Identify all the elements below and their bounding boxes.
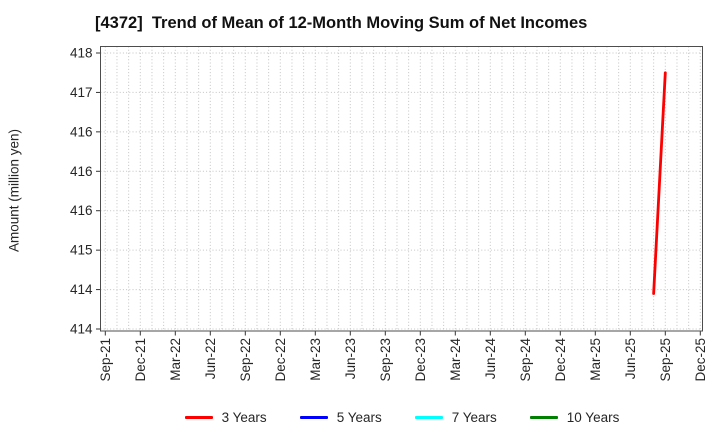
- y-tick-label: 418: [70, 46, 93, 61]
- legend-line-swatch: [184, 416, 213, 419]
- y-tick-label: 416: [70, 164, 93, 179]
- x-tick-label: Mar-23: [308, 338, 323, 381]
- y-tick-label: 415: [70, 243, 93, 258]
- series-lines: [652, 71, 667, 295]
- chart-title: [4372] Trend of Mean of 12-Month Moving …: [95, 14, 588, 32]
- x-tick-label: Sep-22: [238, 338, 253, 382]
- x-tick-label: Sep-21: [98, 338, 113, 382]
- legend-line-swatch: [414, 416, 443, 419]
- x-tick-label: Jun-22: [203, 338, 218, 379]
- x-tick-label: Mar-25: [588, 338, 603, 381]
- legend-item-10-years: 10 Years: [529, 410, 620, 425]
- x-tick-label: Mar-22: [168, 338, 183, 381]
- legend-label: 5 Years: [336, 410, 382, 425]
- legend-label: 10 Years: [566, 410, 620, 425]
- x-tick-label: Mar-24: [448, 338, 463, 381]
- x-tick-label: Sep-25: [658, 338, 673, 382]
- y-tick-label: 416: [70, 124, 93, 139]
- legend-line-swatch: [299, 416, 328, 419]
- series-line-3-years: [652, 71, 667, 295]
- x-tick-label: Jun-25: [623, 338, 638, 379]
- x-tick-label: Dec-23: [413, 338, 428, 382]
- x-tick-label: Dec-22: [273, 338, 288, 382]
- plot-border: [100, 46, 703, 332]
- legend: 3 Years 5 Years 7 Years 10 Years: [82, 410, 720, 425]
- legend-line-swatch: [529, 416, 558, 419]
- y-tick-label: 417: [70, 85, 93, 100]
- legend-item-3-years: 3 Years: [184, 410, 267, 425]
- x-tick-labels: Sep-21 Dec-21 Mar-22 Jun-22 Sep-22 Dec-22 Mar-…: [98, 331, 708, 382]
- x-tick-label: Dec-21: [133, 338, 148, 382]
- y-tick-label: 416: [70, 203, 93, 218]
- x-gridlines: [104, 46, 701, 331]
- legend-item-5-years: 5 Years: [299, 410, 382, 425]
- x-tick-label: Jun-23: [343, 338, 358, 379]
- x-tick-label: Dec-24: [553, 338, 568, 382]
- y-tick-label: 414: [70, 322, 93, 337]
- legend-label: 7 Years: [451, 410, 497, 425]
- y-tick-labels: 418 417 416 416 416 415 414 414: [70, 46, 101, 337]
- x-tick-label: Dec-25: [693, 338, 708, 382]
- legend-label: 3 Years: [221, 410, 267, 425]
- x-tick-label: Sep-24: [518, 338, 533, 382]
- y-gridlines: [100, 52, 703, 330]
- x-tick-label: Jun-24: [483, 338, 498, 380]
- legend-item-7-years: 7 Years: [414, 410, 497, 425]
- x-tick-label: Sep-23: [378, 338, 393, 382]
- y-tick-label: 414: [70, 282, 93, 297]
